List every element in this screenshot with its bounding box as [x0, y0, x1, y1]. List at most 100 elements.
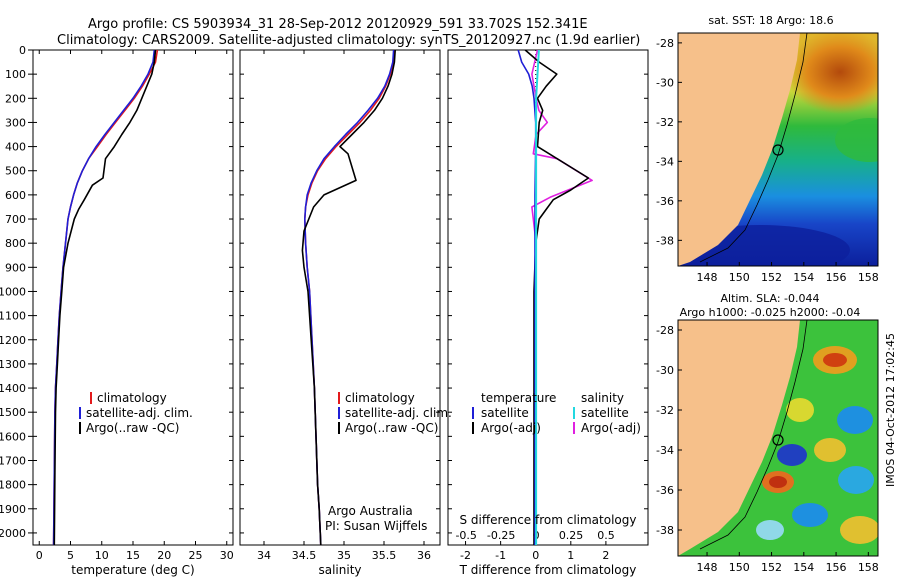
- argo-position-marker: [772, 434, 784, 446]
- map-lon-label: 148: [697, 561, 718, 574]
- sst-map: [678, 33, 878, 266]
- temp-x-axis: 0 5 10 15 20 25 30: [36, 50, 234, 562]
- map-lat-label: -34: [656, 444, 674, 457]
- map-lat-label: -32: [656, 116, 674, 129]
- temp-series-line: [52, 49, 159, 546]
- depth-tick-label: 400: [5, 141, 26, 154]
- credit-line2: PI: Susan Wijffels: [325, 519, 427, 533]
- depth-tick-label: 1600: [0, 430, 26, 443]
- s-diff-tick-label: -0.25: [487, 529, 515, 542]
- sal-tick-label: 34: [257, 549, 271, 562]
- map-lon-label: 148: [697, 271, 718, 284]
- temp-tick-label: 15: [126, 549, 140, 562]
- sla-map-ticks: -28 -30 -32 -34 -36 -38 148 150 152 154 156 158: [656, 324, 879, 574]
- diff-xlabel-top: S difference from climatology: [460, 513, 637, 527]
- sla-eddy: [814, 438, 846, 462]
- land-mass: [678, 320, 800, 556]
- sla-eddy: [786, 398, 814, 422]
- argo-position-marker: [772, 144, 784, 156]
- depth-tick-label: 100: [5, 68, 26, 81]
- sla-eddy: [837, 406, 873, 434]
- legend-label: Argo(-adj): [481, 421, 541, 435]
- temp-tick-label: 5: [67, 549, 74, 562]
- legend-label: satellite: [481, 406, 529, 420]
- sal-diff-satellite-line: [535, 49, 540, 545]
- depth-tick-label: 1700: [0, 454, 26, 467]
- t-diff-tick-label: 0: [532, 549, 539, 562]
- sla-eddy: [838, 466, 874, 494]
- legend-label: climatology: [345, 391, 415, 405]
- map-lat-label: -34: [656, 155, 674, 168]
- timestamp-stamp: IMOS 04-Oct-2012 17:02:45: [884, 333, 897, 487]
- sal-xlabel: salinity: [318, 563, 361, 577]
- credit-line1: Argo Australia: [328, 504, 413, 518]
- map-lon-label: 156: [826, 561, 847, 574]
- legend-label: Argo(..raw -QC): [345, 421, 438, 435]
- depth-tick-label: 300: [5, 116, 26, 129]
- diff-panel-frame: [447, 49, 649, 546]
- depth-tick-label: 500: [5, 165, 26, 178]
- sal-diff-argo-line: [531, 49, 593, 545]
- sla-map: [678, 320, 878, 556]
- header-line2: Climatology: CARS2009. Satellite-adjuste…: [57, 33, 640, 48]
- depth-tick-label: 1000: [0, 285, 26, 298]
- map-lon-label: 158: [858, 561, 879, 574]
- map-lat-label: -32: [656, 404, 674, 417]
- sal-tick-label: 35: [337, 549, 351, 562]
- sal-profile-lines: [301, 49, 396, 546]
- map-lon-label: 150: [729, 561, 750, 574]
- legend-sal-title: salinity: [581, 391, 624, 405]
- header-line1: Argo profile: CS 5903934_31 28-Sep-2012 …: [88, 17, 588, 32]
- sla-eddy: [840, 516, 878, 544]
- depth-tick-label: 1100: [0, 310, 26, 323]
- depth-tick-label: 1200: [0, 334, 26, 347]
- temp-tick-label: 20: [157, 549, 171, 562]
- depth-axis: 0 100 200 300 400 500 600 700 800 900 1000 1100 1200…: [0, 44, 648, 540]
- sla-eddy: [756, 520, 784, 540]
- sal-series-line: [301, 49, 396, 546]
- sst-map-title: sat. SST: 18 Argo: 18.6: [708, 14, 833, 27]
- legend-label: satellite: [581, 406, 629, 420]
- map-lat-label: -36: [656, 484, 674, 497]
- depth-tick-label: 1400: [0, 382, 26, 395]
- map-lon-label: 154: [793, 271, 814, 284]
- depth-tick-label: 900: [5, 261, 26, 274]
- t-diff-tick-label: 2: [602, 549, 609, 562]
- sst-map-ticks: -28 -30 -32 -34 -36 -38 148 150 152 154 156 158: [656, 37, 879, 284]
- sla-eddy: [777, 444, 807, 466]
- legend-label: Argo(..raw -QC): [86, 421, 179, 435]
- s-diff-tick-label: 0.5: [597, 529, 615, 542]
- map-lat-label: -28: [656, 37, 674, 50]
- sal-panel-frame: [239, 49, 441, 546]
- map-lon-label: 158: [858, 271, 879, 284]
- legend-label: Argo(-adj): [581, 421, 641, 435]
- map-lat-label: -30: [656, 364, 674, 377]
- temp-profile-lines: [52, 49, 159, 546]
- depth-tick-label: 1800: [0, 479, 26, 492]
- depth-tick-label: 1300: [0, 358, 26, 371]
- legend-label: satellite-adj. clim.: [86, 406, 193, 420]
- t-diff-tick-label: -1: [495, 549, 506, 562]
- temp-diff-satellite-line: [517, 49, 537, 545]
- temp-xlabel: temperature (deg C): [71, 563, 194, 577]
- sal-x-axis: 34 34.5 35 35.5 36: [257, 50, 431, 562]
- sla-eddy: [792, 503, 828, 527]
- sst-patch: [835, 118, 878, 162]
- sal-tick-label: 35.5: [372, 549, 397, 562]
- land-mass: [678, 33, 800, 266]
- temp-series-line: [53, 49, 157, 546]
- sla-map-title1: Altim. SLA: -0.044: [720, 292, 819, 305]
- map-lon-label: 150: [729, 271, 750, 284]
- sal-series-line: [303, 49, 395, 546]
- depth-tick-label: 0: [19, 44, 26, 57]
- temp-diff-argo-line: [524, 49, 590, 545]
- sal-tick-label: 36: [417, 549, 431, 562]
- isobath-line: [699, 33, 808, 263]
- s-diff-tick-label: -0.5: [455, 529, 476, 542]
- map-lon-label: 152: [761, 271, 782, 284]
- legend-temp-title: temperature: [481, 391, 556, 405]
- map-lon-label: 156: [826, 271, 847, 284]
- sla-map-title2: Argo h1000: -0.025 h2000: -0.04: [680, 306, 861, 319]
- sla-map-frame: [677, 319, 879, 557]
